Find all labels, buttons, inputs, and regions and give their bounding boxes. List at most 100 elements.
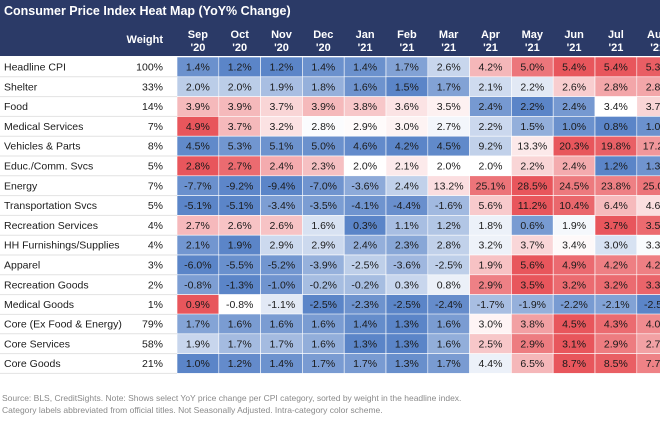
cell-value-label: 3.5% — [520, 279, 544, 291]
year-header-10: '21 — [608, 42, 623, 54]
cell-value-label: 4.9% — [186, 121, 210, 133]
cell-value-label: 0.8% — [604, 121, 628, 133]
cell-value-label: -2.4% — [435, 299, 462, 311]
cell-value-label: 1.7% — [186, 319, 210, 331]
cell-value-label: 4.6% — [646, 200, 660, 212]
cell-value-label: -2.5% — [435, 260, 462, 272]
cell-value-label: -9.2% — [226, 180, 253, 192]
month-column-headers: Sep'20Oct'20Nov'20Dec'20Jan'21Feb'21Mar'… — [188, 29, 660, 54]
cell-value-label: 0.9% — [186, 299, 210, 311]
cell-value-label: 2.8% — [186, 161, 210, 173]
cell-value-label: 1.0% — [186, 358, 210, 370]
cell-value-label: 4.9% — [562, 260, 586, 272]
cell-value-label: 3.9% — [311, 101, 335, 113]
cell-value-label: -0.8% — [184, 279, 211, 291]
cell-value-label: 1.3% — [395, 358, 419, 370]
year-header-8: '21 — [525, 42, 540, 54]
cell-value-label: 19.8% — [601, 141, 631, 153]
cell-value-label: 3.1% — [562, 338, 586, 350]
cell-value-label: 1.4% — [270, 358, 294, 370]
row-weight: 100% — [136, 62, 163, 74]
cell-value-label: -1.1% — [268, 299, 295, 311]
cell-value-label: -2.5% — [310, 299, 337, 311]
cell-value-label: 2.7% — [186, 220, 210, 232]
row-label: Recreation Goods — [4, 279, 89, 291]
cell-value-label: -0.2% — [310, 279, 337, 291]
cell-value-label: 24.5% — [559, 180, 589, 192]
cell-value-label: -3.4% — [268, 200, 295, 212]
cell-value-label: 2.4% — [270, 161, 294, 173]
cell-value-label: 1.6% — [311, 319, 335, 331]
cell-value-label: 4.4% — [479, 358, 503, 370]
chart-title: Consumer Price Index Heat Map (YoY% Chan… — [4, 4, 291, 18]
cell-value-label: 3.0% — [395, 121, 419, 133]
cell-value-label: 2.4% — [479, 101, 503, 113]
cell-value-label: -2.1% — [602, 299, 629, 311]
row-label: HH Furnishings/Supplies — [4, 240, 120, 252]
month-header-3: Dec — [313, 29, 333, 41]
row-weight: 7% — [148, 121, 163, 133]
month-header-11: Aug — [647, 29, 660, 41]
cell-value-label: 25.0% — [643, 180, 660, 192]
month-header-5: Feb — [397, 29, 417, 41]
cell-value-label: 1.3% — [395, 338, 419, 350]
cell-value-label: -0.2% — [351, 279, 378, 291]
cell-value-label: 8.5% — [604, 358, 628, 370]
title-bar-background — [0, 0, 660, 22]
row-weight: 2% — [148, 279, 163, 291]
cell-value-label: 1.6% — [311, 220, 335, 232]
cell-value-label: 2.2% — [520, 101, 544, 113]
cell-value-label: -0.8% — [226, 299, 253, 311]
cell-value-label: 7.7% — [646, 358, 660, 370]
row-label: Medical Goods — [4, 299, 74, 311]
cell-value-label: -9.4% — [268, 180, 295, 192]
row-label: Core (Ex Food & Energy) — [4, 319, 122, 331]
cell-value-label: 1.3% — [646, 161, 660, 173]
cell-value-label: 2.9% — [353, 121, 377, 133]
year-header-0: '20 — [190, 42, 205, 54]
month-header-2: Nov — [271, 29, 293, 41]
cell-value-label: -6.0% — [184, 260, 211, 272]
month-header-1: Oct — [231, 29, 250, 41]
cell-value-label: 9.2% — [479, 141, 503, 153]
cell-value-label: 3.2% — [479, 240, 503, 252]
cell-value-label: 13.3% — [517, 141, 547, 153]
cell-value-label: 1.2% — [228, 62, 252, 74]
cell-value-label: 10.4% — [559, 200, 589, 212]
cell-value-label: -3.6% — [351, 180, 378, 192]
cell-value-label: 1.3% — [395, 319, 419, 331]
row-weight: 14% — [142, 101, 163, 113]
cell-value-label: 4.5% — [562, 319, 586, 331]
cell-value-label: 1.7% — [437, 358, 461, 370]
cell-value-label: 1.2% — [437, 220, 461, 232]
cell-value-label: 1.9% — [270, 81, 294, 93]
row-weight: 33% — [142, 81, 163, 93]
cell-value-label: 2.4% — [353, 240, 377, 252]
cell-value-label: 4.3% — [604, 319, 628, 331]
year-header-11: '21 — [650, 42, 660, 54]
cell-value-label: 2.4% — [395, 180, 419, 192]
cell-value-label: 2.9% — [311, 240, 335, 252]
cell-value-label: 1.6% — [270, 319, 294, 331]
cell-value-label: -1.9% — [519, 299, 546, 311]
cell-value-label: 17.2% — [643, 141, 660, 153]
cell-value-label: -4.1% — [351, 200, 378, 212]
year-header-2: '20 — [274, 42, 289, 54]
heat-cell — [636, 353, 660, 374]
month-header-10: Jul — [608, 29, 624, 41]
cell-value-label: 2.9% — [479, 279, 503, 291]
cell-value-label: 11.2% — [518, 200, 547, 212]
cell-value-label: 2.4% — [562, 101, 586, 113]
row-labels: Headline CPI 100% Shelter 33% Food 14% Medical… — [0, 62, 177, 374]
cell-value-label: 23.8% — [601, 180, 631, 192]
cell-value-label: 2.0% — [228, 81, 252, 93]
cell-value-label: 1.0% — [562, 121, 586, 133]
cell-value-label: 2.9% — [604, 338, 628, 350]
footnote-line-1: Source: BLS, CreditSights. Note: Shows s… — [2, 393, 461, 403]
cell-value-label: 1.9% — [479, 260, 503, 272]
cell-value-label: 1.2% — [270, 62, 294, 74]
footnote-line-2: Category labels abbreviated from officia… — [2, 405, 383, 415]
year-header-1: '20 — [232, 42, 247, 54]
cell-value-label: 1.7% — [228, 338, 252, 350]
